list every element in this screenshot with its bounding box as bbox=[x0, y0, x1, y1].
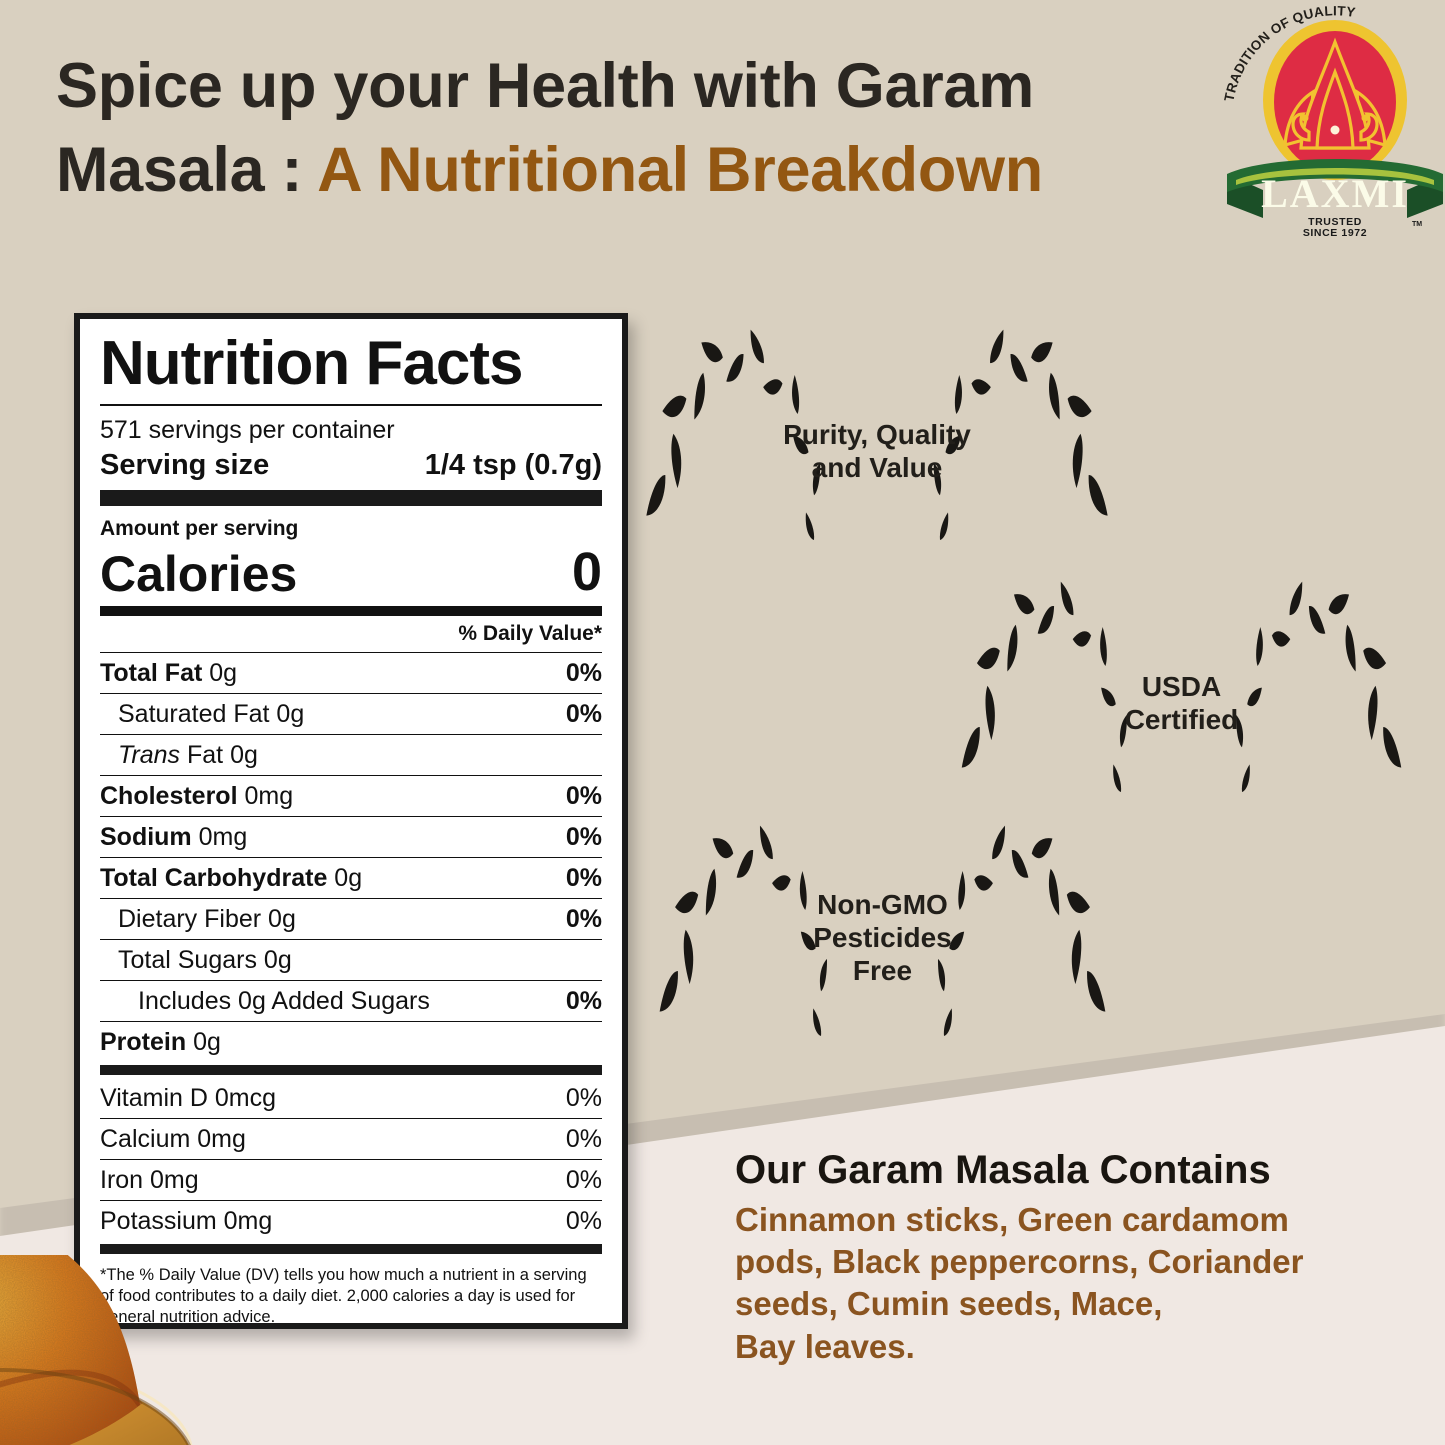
svg-text:LAXMI: LAXMI bbox=[1261, 171, 1409, 216]
svg-text:TM: TM bbox=[1412, 221, 1422, 228]
svg-text:SINCE 1972: SINCE 1972 bbox=[1303, 227, 1367, 239]
